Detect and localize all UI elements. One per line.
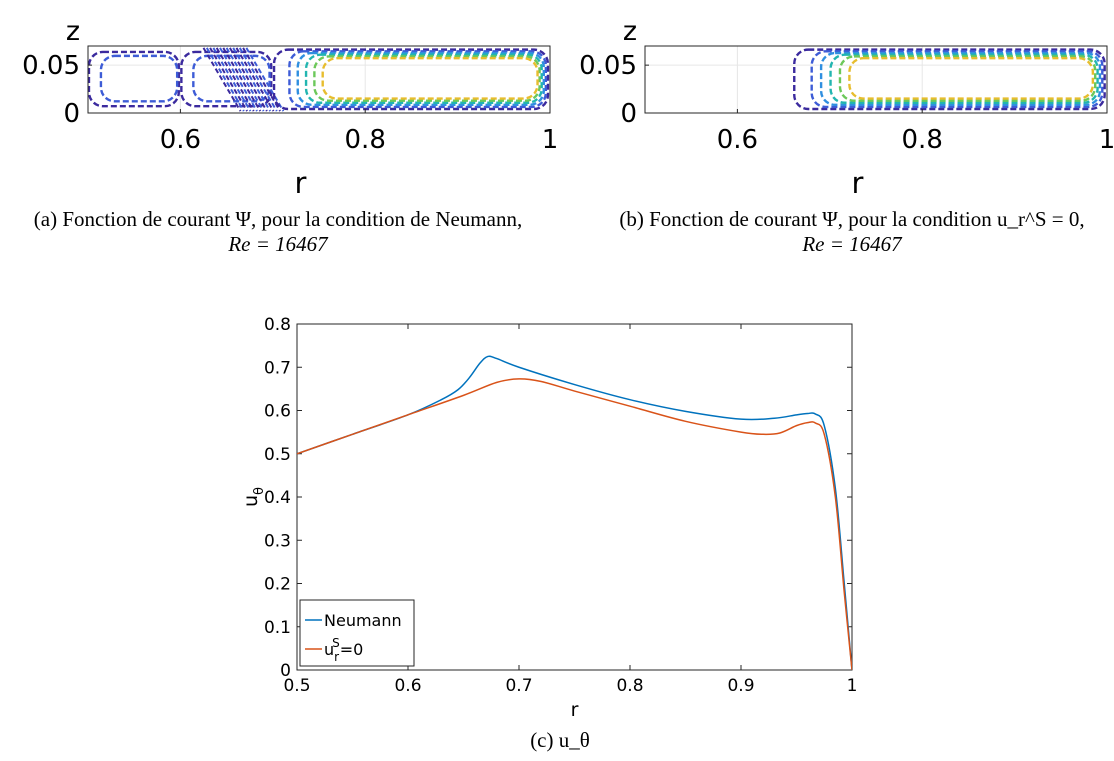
contour-line xyxy=(313,55,541,102)
contour-line xyxy=(793,48,1106,111)
contour-line xyxy=(272,48,550,111)
y-tick-label: 0 xyxy=(63,99,80,129)
contour-line xyxy=(222,47,262,112)
x-tick-label: 0.7 xyxy=(505,676,532,696)
legend-label: Neumann xyxy=(324,611,402,630)
contour-line xyxy=(810,50,1104,109)
frame-b xyxy=(644,45,1108,114)
contour-line xyxy=(229,47,268,112)
y-tick-label: 0.05 xyxy=(22,51,80,81)
y-axis-label: z xyxy=(66,16,80,47)
x-tick-label: 0.8 xyxy=(902,125,943,155)
x-tick-label: 0.6 xyxy=(394,676,421,696)
y-axis-label: z xyxy=(623,16,637,47)
contour-line xyxy=(235,47,275,112)
contour-line xyxy=(242,47,281,112)
contour-line xyxy=(205,47,245,112)
y-tick-label: 0.8 xyxy=(264,315,291,335)
contour-line xyxy=(209,47,248,112)
x-tick-label: 0.6 xyxy=(160,125,201,155)
contour-line xyxy=(819,51,1102,107)
axes-b: 0.6 0.8 1 0 0.05 z r xyxy=(579,16,1114,195)
contour-line xyxy=(288,50,548,109)
contour-line xyxy=(829,53,1099,104)
caption-a-line2: Re = 16467 xyxy=(228,232,328,256)
y-tick-label: 0.1 xyxy=(264,618,291,638)
y-tick-label: 0.4 xyxy=(264,488,291,508)
y-tick-label: 0 xyxy=(620,99,637,129)
caption-b: (b) Fonction de courant Ψ, pour la condi… xyxy=(590,207,1114,257)
x-axis-label: r xyxy=(571,699,579,721)
x-axis-label: r xyxy=(852,166,864,195)
contour-line xyxy=(245,47,285,112)
contours-a xyxy=(88,47,550,112)
contour-line xyxy=(88,50,180,108)
caption-a: (a) Fonction de courant Ψ, pour la condi… xyxy=(0,207,556,257)
series-group xyxy=(297,355,852,670)
x-tick-label: 1 xyxy=(847,676,858,696)
y-tick-label: 0.2 xyxy=(264,575,291,595)
x-tick-label: 0.6 xyxy=(717,125,758,155)
contour-line xyxy=(215,47,255,112)
series-line-neumann xyxy=(297,355,852,670)
contour-plot-a: 0.6 0.8 1 0 0.05 z r xyxy=(22,16,558,195)
axes-a: 0.6 0.8 1 0 0.05 z r xyxy=(22,16,558,195)
x-tick-label: 0.9 xyxy=(727,676,754,696)
frame-a xyxy=(87,45,551,114)
x-tick-label: 0.8 xyxy=(345,125,386,155)
contour-line xyxy=(321,56,539,100)
contour-line xyxy=(848,56,1095,100)
axes-c: 0.5 0.6 0.7 0.8 0.9 1 0 0.1 0.2 0.3 0.4 0.5 0.6 0.7 0.… xyxy=(240,315,857,721)
line-chart-c: 0.5 0.6 0.7 0.8 0.9 1 0 0.1 0.2 0.3 0.4 0.5 0.6 0.7 0.… xyxy=(240,315,857,721)
caption-c: (c) u_θ xyxy=(530,728,590,752)
series-line-urs0 xyxy=(297,378,852,670)
y-tick-label: 0.05 xyxy=(579,51,637,81)
contour-line xyxy=(296,51,545,107)
contours-b xyxy=(793,48,1106,111)
x-tick-label: 1 xyxy=(1099,125,1114,155)
caption-b-line1: (b) Fonction de courant Ψ, pour la condi… xyxy=(619,207,1085,231)
contour-line xyxy=(219,47,258,112)
y-axis-label: uθ xyxy=(240,487,267,507)
x-tick-label: 1 xyxy=(542,125,559,155)
legend-box xyxy=(299,599,415,667)
contour-line xyxy=(238,47,278,112)
contour-line xyxy=(212,47,252,112)
y-tick-label: 0.7 xyxy=(264,358,291,378)
caption-a-line1: (a) Fonction de courant Ψ, pour la condi… xyxy=(33,207,523,231)
contour-line xyxy=(232,47,272,112)
contour-line xyxy=(202,47,242,112)
contour-line xyxy=(838,55,1097,102)
caption-b-line2: Re = 16467 xyxy=(802,232,902,256)
contour-line xyxy=(304,53,543,104)
contour-plot-b: 0.6 0.8 1 0 0.05 z r xyxy=(579,16,1114,195)
x-tick-label: 0.8 xyxy=(616,676,643,696)
y-tick-label: 0.6 xyxy=(264,402,291,422)
x-tick-label: 0.5 xyxy=(283,676,310,696)
y-tick-label: 0.3 xyxy=(264,531,291,551)
y-tick-label: 0 xyxy=(280,661,291,681)
contour-line xyxy=(225,47,265,112)
y-tick-label: 0.5 xyxy=(264,445,291,465)
x-axis-label: r xyxy=(295,166,307,195)
